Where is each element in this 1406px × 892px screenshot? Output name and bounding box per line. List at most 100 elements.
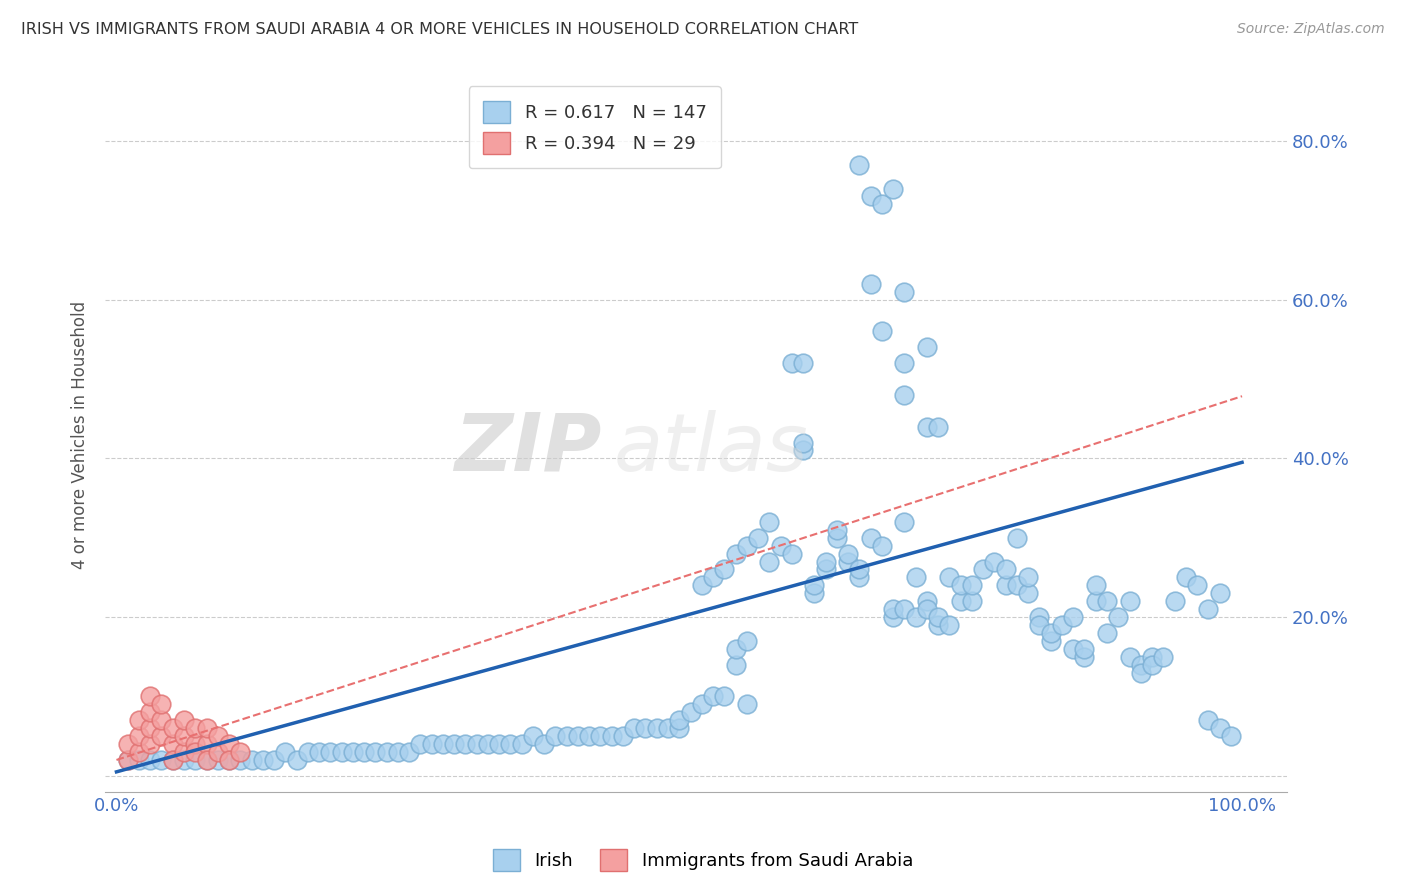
Point — [578, 729, 600, 743]
Point — [724, 547, 747, 561]
Point — [184, 737, 207, 751]
Point — [173, 713, 195, 727]
Point — [173, 729, 195, 743]
Point — [792, 443, 814, 458]
Point — [724, 657, 747, 672]
Point — [229, 745, 252, 759]
Point — [128, 745, 150, 759]
Point — [1163, 594, 1185, 608]
Point — [780, 547, 803, 561]
Point — [162, 721, 184, 735]
Point — [735, 698, 758, 712]
Point — [162, 753, 184, 767]
Point — [173, 745, 195, 759]
Point — [150, 753, 173, 767]
Point — [252, 753, 274, 767]
Point — [927, 610, 949, 624]
Point — [139, 706, 162, 720]
Point — [218, 737, 240, 751]
Point — [522, 729, 544, 743]
Point — [195, 753, 218, 767]
Point — [589, 729, 612, 743]
Point — [803, 578, 825, 592]
Point — [915, 602, 938, 616]
Legend: Irish, Immigrants from Saudi Arabia: Irish, Immigrants from Saudi Arabia — [485, 842, 921, 879]
Point — [668, 721, 690, 735]
Point — [972, 562, 994, 576]
Point — [1084, 594, 1107, 608]
Point — [510, 737, 533, 751]
Point — [1118, 649, 1140, 664]
Point — [960, 594, 983, 608]
Point — [1118, 594, 1140, 608]
Point — [758, 555, 780, 569]
Y-axis label: 4 or more Vehicles in Household: 4 or more Vehicles in Household — [72, 301, 89, 568]
Point — [882, 610, 904, 624]
Point — [150, 713, 173, 727]
Point — [904, 610, 927, 624]
Point — [758, 515, 780, 529]
Point — [184, 745, 207, 759]
Point — [162, 737, 184, 751]
Point — [195, 721, 218, 735]
Point — [837, 555, 859, 569]
Point — [207, 729, 229, 743]
Point — [195, 753, 218, 767]
Point — [1107, 610, 1129, 624]
Point — [488, 737, 510, 751]
Point — [1129, 665, 1152, 680]
Point — [150, 698, 173, 712]
Point — [679, 706, 702, 720]
Point — [1017, 570, 1039, 584]
Point — [960, 578, 983, 592]
Point — [859, 277, 882, 291]
Point — [690, 578, 713, 592]
Point — [218, 753, 240, 767]
Point — [949, 594, 972, 608]
Point — [308, 745, 330, 759]
Point — [1197, 602, 1219, 616]
Point — [409, 737, 432, 751]
Legend: R = 0.617   N = 147, R = 0.394   N = 29: R = 0.617 N = 147, R = 0.394 N = 29 — [468, 87, 721, 169]
Point — [848, 570, 870, 584]
Point — [443, 737, 465, 751]
Point — [274, 745, 297, 759]
Point — [1073, 649, 1095, 664]
Point — [285, 753, 308, 767]
Point — [465, 737, 488, 751]
Point — [657, 721, 679, 735]
Point — [1005, 531, 1028, 545]
Point — [893, 515, 915, 529]
Point — [668, 713, 690, 727]
Point — [893, 285, 915, 299]
Point — [735, 634, 758, 648]
Point — [870, 325, 893, 339]
Point — [330, 745, 353, 759]
Point — [915, 340, 938, 354]
Point — [893, 388, 915, 402]
Point — [1219, 729, 1241, 743]
Point — [634, 721, 657, 735]
Point — [1197, 713, 1219, 727]
Point — [364, 745, 387, 759]
Point — [1095, 594, 1118, 608]
Point — [994, 562, 1017, 576]
Text: IRISH VS IMMIGRANTS FROM SAUDI ARABIA 4 OR MORE VEHICLES IN HOUSEHOLD CORRELATIO: IRISH VS IMMIGRANTS FROM SAUDI ARABIA 4 … — [21, 22, 858, 37]
Text: Source: ZipAtlas.com: Source: ZipAtlas.com — [1237, 22, 1385, 37]
Point — [1185, 578, 1208, 592]
Point — [814, 555, 837, 569]
Point — [1039, 634, 1062, 648]
Point — [1017, 586, 1039, 600]
Point — [499, 737, 522, 751]
Point — [859, 189, 882, 203]
Point — [128, 713, 150, 727]
Point — [1062, 641, 1084, 656]
Point — [870, 539, 893, 553]
Point — [162, 753, 184, 767]
Point — [139, 737, 162, 751]
Point — [983, 555, 1005, 569]
Point — [555, 729, 578, 743]
Point — [173, 753, 195, 767]
Point — [882, 602, 904, 616]
Point — [375, 745, 398, 759]
